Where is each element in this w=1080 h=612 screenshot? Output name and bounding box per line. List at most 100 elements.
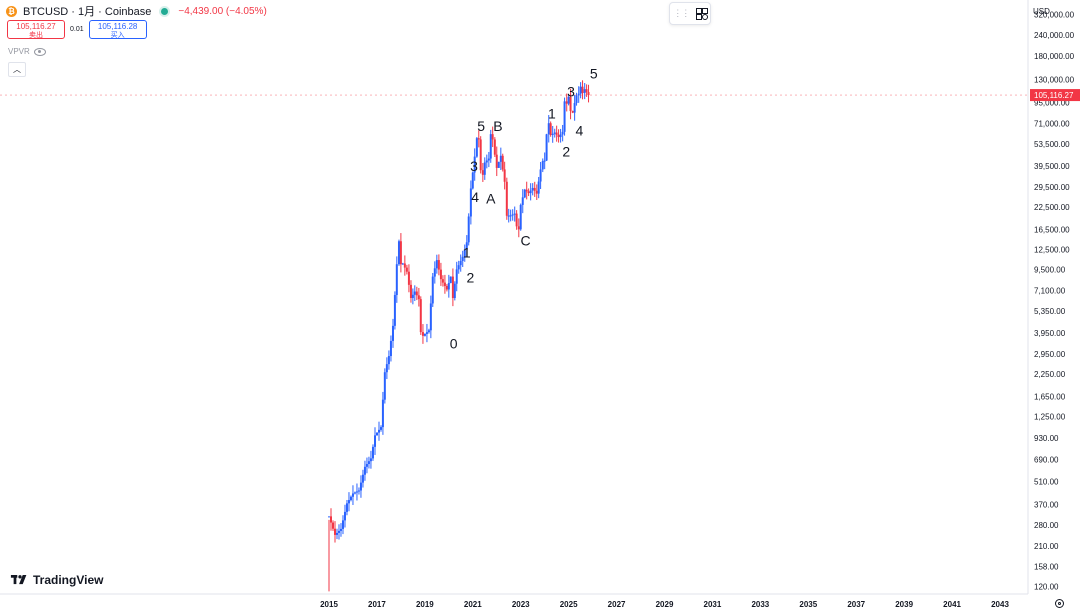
candle-body[interactable] <box>359 482 362 491</box>
candle-body[interactable] <box>457 265 460 270</box>
wave-label[interactable]: C <box>520 233 530 249</box>
buy-button[interactable]: 105,116.28 买入 <box>88 20 147 39</box>
candle-body[interactable] <box>525 189 528 192</box>
candle-body[interactable] <box>577 93 580 96</box>
time-tick-label[interactable]: 2021 <box>464 600 482 609</box>
candle-body[interactable] <box>333 528 336 535</box>
candle-body[interactable] <box>473 156 476 173</box>
candle-body[interactable] <box>425 332 428 334</box>
candle-body[interactable] <box>453 283 456 299</box>
time-tick-label[interactable]: 2033 <box>751 600 769 609</box>
price-tick-label[interactable]: 510.00 <box>1034 477 1059 486</box>
candle-body[interactable] <box>361 474 364 483</box>
price-tick-label[interactable]: 2,950.00 <box>1034 350 1066 359</box>
candle-body[interactable] <box>465 242 468 250</box>
candle-body[interactable] <box>329 516 332 523</box>
candle-body[interactable] <box>437 260 440 270</box>
candle-body[interactable] <box>581 86 584 93</box>
price-tick-label[interactable]: 53,500.00 <box>1034 140 1070 149</box>
price-tick-label[interactable]: 7,100.00 <box>1034 286 1066 295</box>
candle-body[interactable] <box>391 325 394 341</box>
tradingview-logo[interactable]: TradingView <box>10 573 103 587</box>
candle-body[interactable] <box>523 189 526 198</box>
candle-body[interactable] <box>365 464 368 467</box>
sell-button[interactable]: 105,116.27 卖出 <box>7 20 65 39</box>
candle-body[interactable] <box>471 172 474 189</box>
candle-body[interactable] <box>569 96 572 112</box>
candle-body[interactable] <box>399 241 402 265</box>
price-tick-label[interactable]: 370.00 <box>1034 501 1059 510</box>
candle-body[interactable] <box>477 138 480 140</box>
candle-body[interactable] <box>583 89 586 93</box>
time-tick-label[interactable]: 2043 <box>991 600 1009 609</box>
wave-label[interactable]: 3 <box>470 158 478 174</box>
candle-body[interactable] <box>353 492 356 494</box>
price-tick-label[interactable]: 3,950.00 <box>1034 329 1066 338</box>
candle-body[interactable] <box>505 181 508 216</box>
time-tick-label[interactable]: 2015 <box>320 600 338 609</box>
eye-icon[interactable] <box>33 47 46 56</box>
time-tick-label[interactable]: 2029 <box>656 600 674 609</box>
candle-body[interactable] <box>376 432 379 436</box>
time-tick-label[interactable]: 2035 <box>799 600 817 609</box>
candle-body[interactable] <box>380 427 383 430</box>
candle-body[interactable] <box>531 187 534 191</box>
candle-body[interactable] <box>387 356 390 365</box>
candle-body[interactable] <box>489 134 492 159</box>
candle-body[interactable] <box>495 154 498 168</box>
candle-body[interactable] <box>423 333 426 336</box>
candle-body[interactable] <box>501 155 504 170</box>
candle-body[interactable] <box>543 160 546 162</box>
wave-label[interactable]: 2 <box>562 144 570 160</box>
candle-body[interactable] <box>335 532 338 535</box>
wave-label[interactable]: 4 <box>576 123 584 139</box>
price-tick-label[interactable]: 320,000.00 <box>1034 10 1075 19</box>
candle-body[interactable] <box>539 169 542 182</box>
candle-body[interactable] <box>561 131 564 135</box>
settings-icon[interactable] <box>1055 599 1064 608</box>
candle-body[interactable] <box>395 264 398 296</box>
time-tick-label[interactable]: 2039 <box>895 600 913 609</box>
candle-body[interactable] <box>349 496 352 501</box>
candle-body[interactable] <box>545 134 548 161</box>
candle-body[interactable] <box>507 215 510 217</box>
wave-label[interactable]: 4 <box>471 189 479 205</box>
wave-label[interactable]: 1 <box>548 106 556 122</box>
candle-body[interactable] <box>533 187 536 191</box>
candle-body[interactable] <box>527 191 530 194</box>
price-tick-label[interactable]: 16,500.00 <box>1034 225 1070 234</box>
market-status-icon[interactable] <box>161 7 169 15</box>
candle-body[interactable] <box>479 139 482 171</box>
price-tick-label[interactable]: 240,000.00 <box>1034 31 1075 40</box>
candle-body[interactable] <box>559 134 562 138</box>
candle-body[interactable] <box>435 260 438 269</box>
candle-body[interactable] <box>355 491 358 493</box>
candle-body[interactable] <box>427 330 430 333</box>
candle-body[interactable] <box>571 111 574 113</box>
time-tick-label[interactable]: 2027 <box>608 600 626 609</box>
price-tick-label[interactable]: 22,500.00 <box>1034 203 1070 212</box>
candle-body[interactable] <box>521 197 524 205</box>
candle-body[interactable] <box>579 86 582 94</box>
time-tick-label[interactable]: 2019 <box>416 600 434 609</box>
candle-body[interactable] <box>407 271 410 285</box>
candle-body[interactable] <box>585 89 588 93</box>
price-tick-label[interactable]: 12,500.00 <box>1034 245 1070 254</box>
indicator-legend[interactable]: VPVR <box>8 47 46 56</box>
candle-body[interactable] <box>339 528 342 531</box>
candle-body[interactable] <box>551 133 554 136</box>
candle-body[interactable] <box>429 303 432 331</box>
current-price-label-bg[interactable] <box>1030 89 1080 102</box>
current-price-label[interactable]: 105,116.27 <box>1034 91 1074 100</box>
candle-body[interactable] <box>451 276 454 299</box>
candle-body[interactable] <box>445 286 448 290</box>
candle-body[interactable] <box>537 181 540 194</box>
candle-body[interactable] <box>587 92 590 96</box>
time-tick-label[interactable]: 2031 <box>704 600 722 609</box>
candle-body[interactable] <box>455 269 458 284</box>
candle-body[interactable] <box>351 493 354 497</box>
candle-body[interactable] <box>469 188 472 217</box>
price-tick-label[interactable]: 5,350.00 <box>1034 307 1066 316</box>
candle-body[interactable] <box>369 458 372 462</box>
candle-body[interactable] <box>347 500 350 504</box>
